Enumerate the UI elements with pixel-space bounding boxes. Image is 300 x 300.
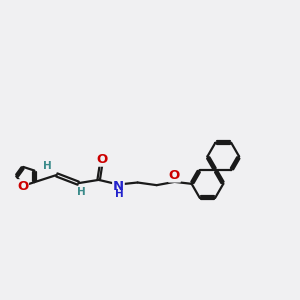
Text: H: H	[77, 188, 86, 197]
Text: O: O	[17, 180, 28, 193]
Text: N: N	[113, 180, 124, 193]
Text: H: H	[43, 161, 52, 171]
Text: H: H	[115, 189, 124, 200]
Text: O: O	[96, 153, 108, 166]
Text: O: O	[169, 169, 180, 182]
